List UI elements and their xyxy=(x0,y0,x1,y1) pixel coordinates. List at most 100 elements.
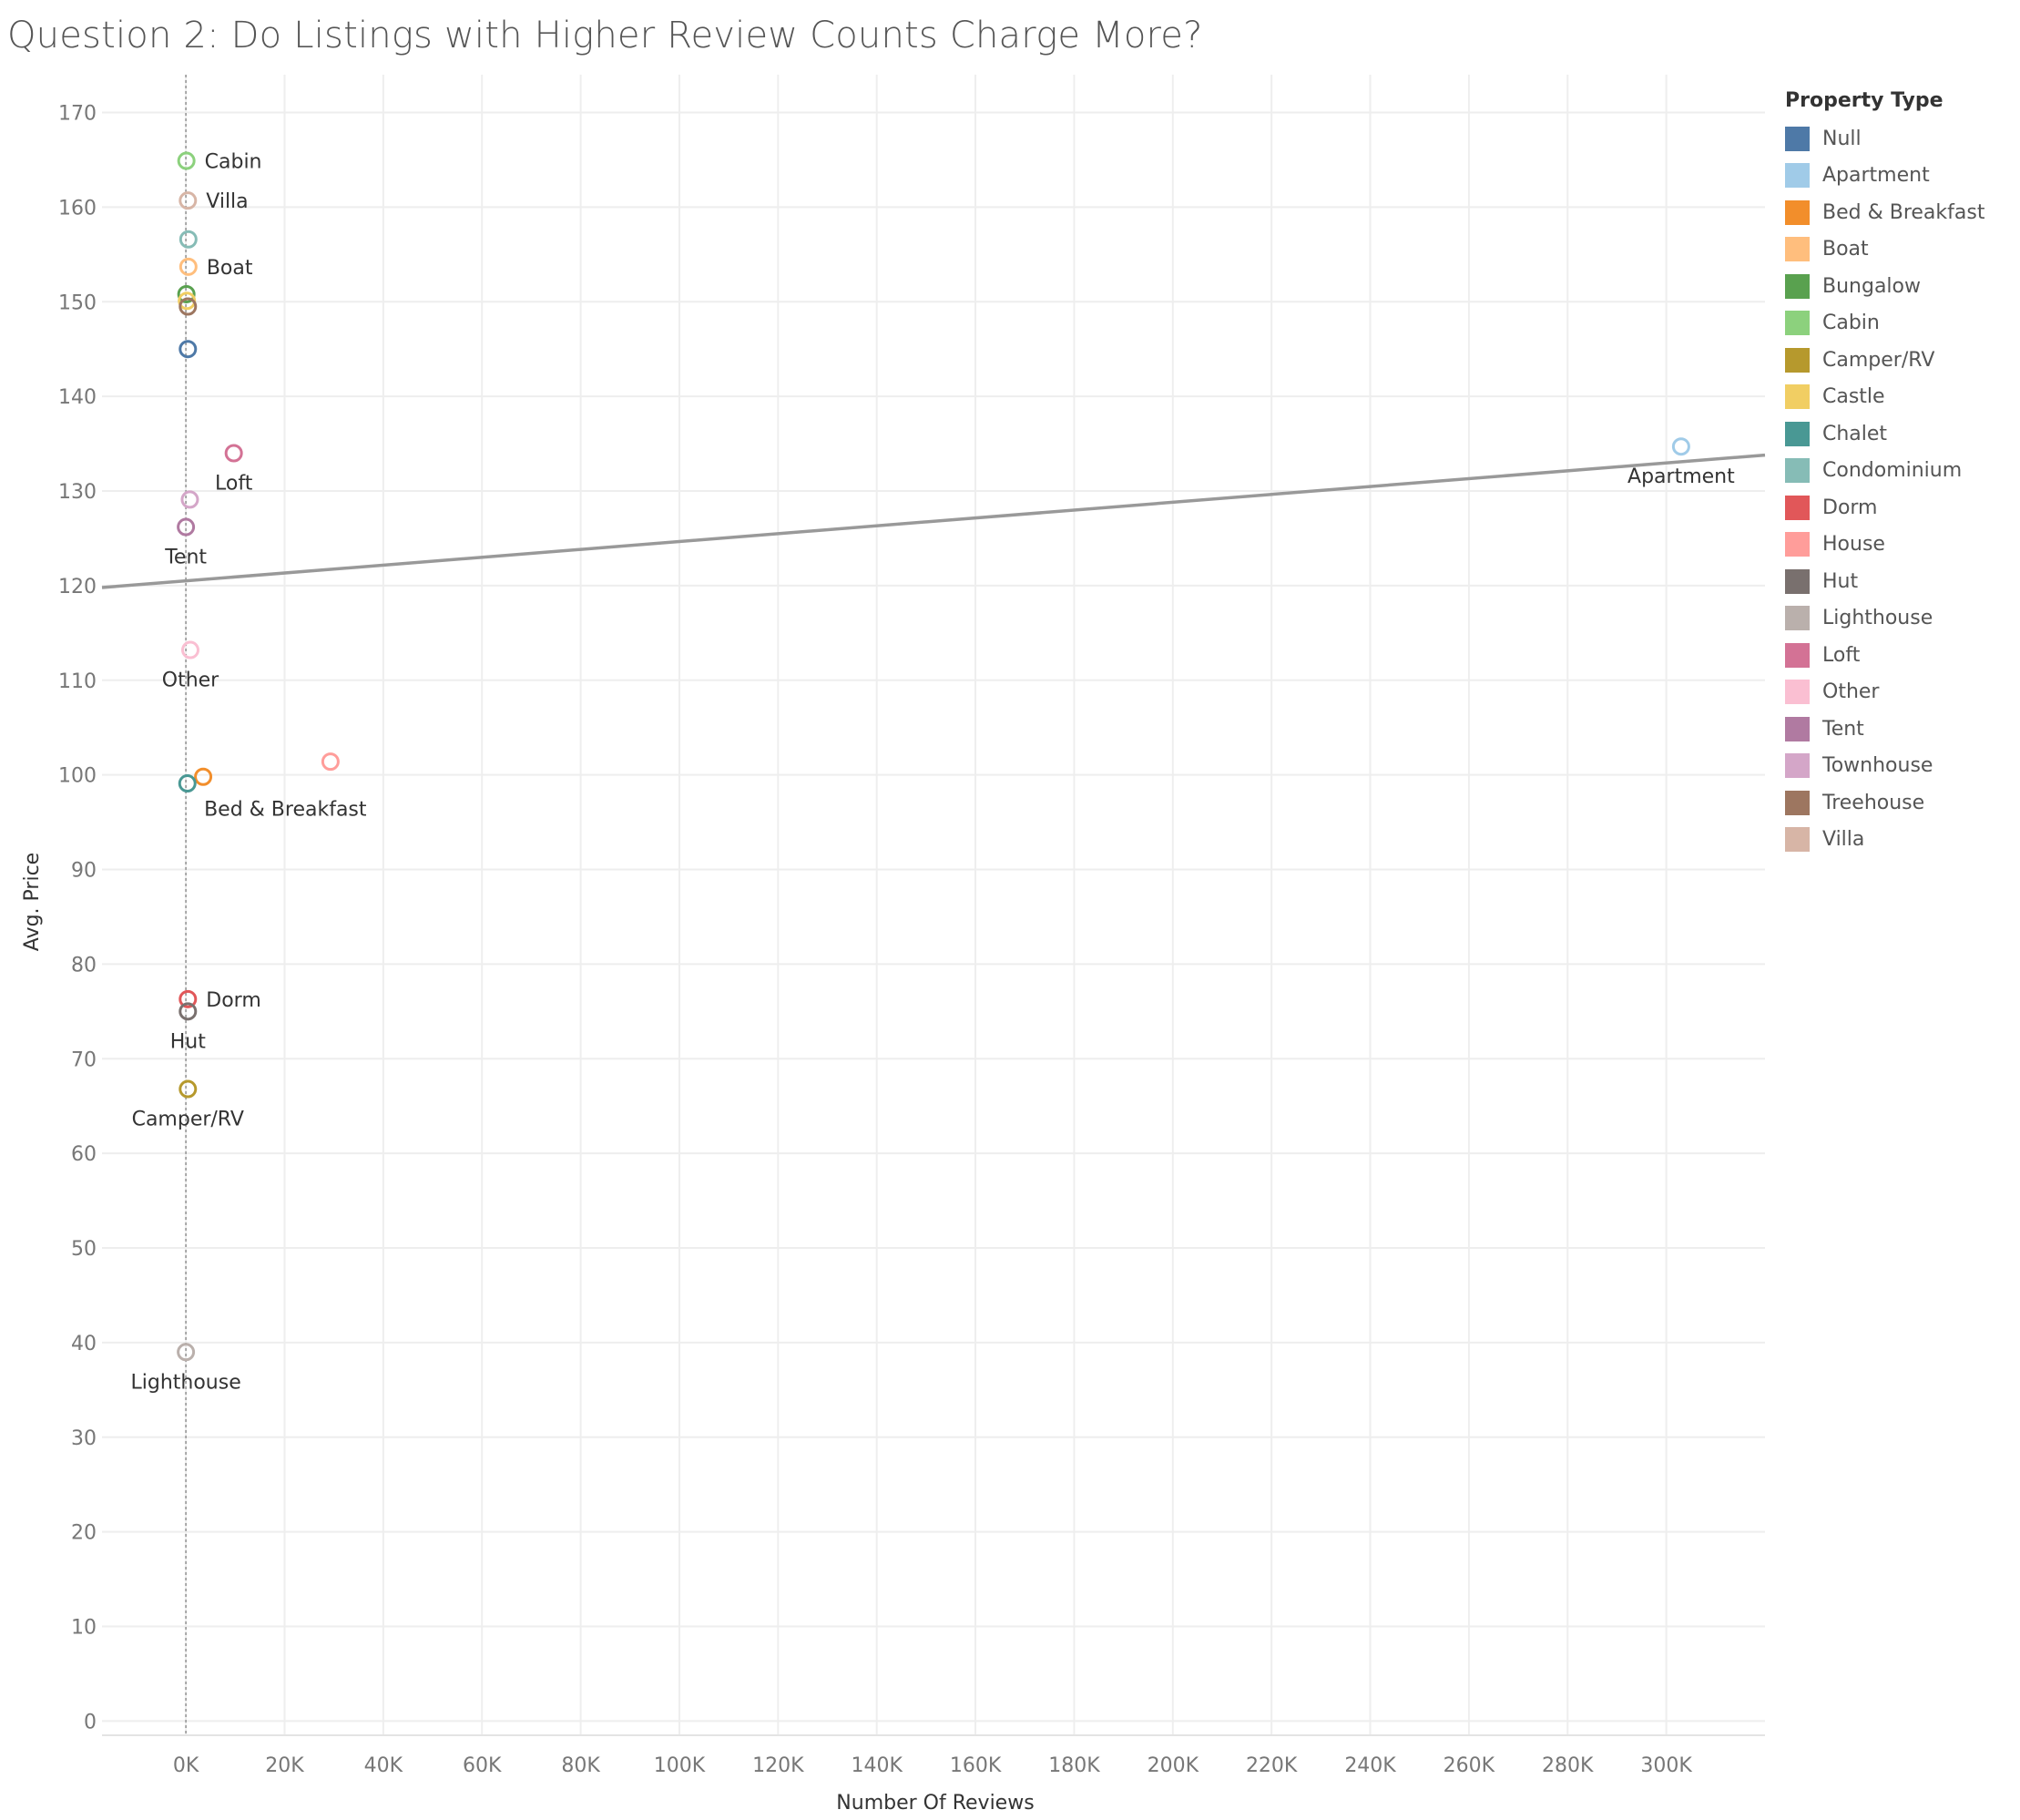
legend-item[interactable]: House xyxy=(1785,527,2013,564)
legend-item[interactable]: Castle xyxy=(1785,379,2013,416)
legend-item[interactable]: Bungalow xyxy=(1785,268,2013,305)
x-tick-label: 240K xyxy=(1344,1754,1396,1777)
legend-label: Tent xyxy=(1822,717,1864,741)
legend-item[interactable]: Apartment xyxy=(1785,158,2013,195)
x-tick-label: 280K xyxy=(1542,1754,1594,1777)
data-point-null xyxy=(179,340,198,359)
legend-title: Property Type xyxy=(1785,89,1943,112)
legend-item[interactable]: Dorm xyxy=(1785,489,2013,527)
data-label: Dorm xyxy=(206,989,261,1012)
legend-item[interactable]: Treehouse xyxy=(1785,784,2013,822)
legend-item[interactable]: Tent xyxy=(1785,711,2013,748)
legend-item[interactable]: Townhouse xyxy=(1785,748,2013,785)
x-tick-label: 260K xyxy=(1444,1754,1495,1777)
legend-item[interactable]: Bed & Breakfast xyxy=(1785,194,2013,231)
legend: Property Type Null Apartment Bed & Breakfa… xyxy=(1785,87,2013,858)
x-tick-label: 100K xyxy=(654,1754,706,1777)
legend-label: Bed & Breakfast xyxy=(1822,200,1985,224)
axes: 0 10 20 30 40 50 60 70 80 90 100 110 120 130 140 150 160… xyxy=(58,75,1765,1777)
legend-item[interactable]: Loft xyxy=(1785,637,2013,674)
data-point-treehouse xyxy=(179,297,198,316)
data-point-villa xyxy=(179,191,198,210)
data-point-camper-rv xyxy=(179,1079,198,1099)
legend-swatch xyxy=(1785,606,1810,631)
data-point-chalet xyxy=(178,774,197,793)
data-point-bed-breakfast xyxy=(194,767,213,786)
legend-label: Chalet xyxy=(1822,422,1888,445)
data-point-hut xyxy=(179,1002,198,1021)
legend-item[interactable]: Camper/RV xyxy=(1785,342,2013,379)
legend-item[interactable]: Other xyxy=(1785,674,2013,711)
legend-swatch xyxy=(1785,347,1810,373)
data-label: Lighthouse xyxy=(130,1371,240,1394)
legend-swatch xyxy=(1785,199,1810,225)
x-tick-label: 80K xyxy=(561,1754,600,1777)
data-label: Tent xyxy=(164,547,207,569)
x-tick-label: 40K xyxy=(364,1754,403,1777)
y-tick-label: 60 xyxy=(71,1143,97,1166)
legend-swatch xyxy=(1785,753,1810,779)
y-tick-label: 70 xyxy=(71,1048,97,1071)
y-tick-label: 140 xyxy=(58,386,97,409)
legend-label: Other xyxy=(1822,680,1880,704)
y-tick-label: 170 xyxy=(58,103,97,126)
legend-swatch xyxy=(1785,126,1810,151)
legend-item[interactable]: Chalet xyxy=(1785,415,2013,453)
x-tick-label: 220K xyxy=(1246,1754,1298,1777)
y-tick-label: 10 xyxy=(71,1617,97,1640)
data-point-other xyxy=(180,640,199,659)
trend-line-group xyxy=(101,453,1766,589)
data-label: Camper/RV xyxy=(132,1109,244,1131)
x-tick-label: 60K xyxy=(463,1754,502,1777)
y-axis-title: Avg. Price xyxy=(21,853,44,951)
legend-swatch xyxy=(1785,790,1810,815)
data-point-house xyxy=(321,752,340,772)
legend-label: Castle xyxy=(1822,385,1885,409)
legend-swatch xyxy=(1785,273,1810,299)
y-tick-label: 0 xyxy=(84,1711,97,1733)
data-label: Other xyxy=(162,670,219,692)
data-points xyxy=(177,151,1690,1362)
legend-label: Lighthouse xyxy=(1822,607,1933,630)
legend-item[interactable]: Condominium xyxy=(1785,453,2013,490)
legend-label: Apartment xyxy=(1822,164,1930,188)
legend-swatch xyxy=(1785,237,1810,262)
data-label: Bed & Breakfast xyxy=(204,799,367,822)
legend-swatch xyxy=(1785,716,1810,741)
legend-item[interactable]: Null xyxy=(1785,120,2013,158)
legend-item[interactable]: Boat xyxy=(1785,231,2013,269)
legend-swatch xyxy=(1785,384,1810,410)
legend-label: Boat xyxy=(1822,238,1869,261)
legend-item[interactable]: Lighthouse xyxy=(1785,600,2013,638)
data-point-condominium xyxy=(179,230,198,249)
legend-item[interactable]: Villa xyxy=(1785,822,2013,859)
x-tick-label: 0K xyxy=(173,1754,199,1777)
y-tick-label: 90 xyxy=(71,860,97,883)
legend-label: Loft xyxy=(1822,643,1861,667)
data-point-dorm xyxy=(179,989,198,1008)
legend-swatch xyxy=(1785,827,1810,853)
legend-swatch xyxy=(1785,421,1810,446)
legend-item[interactable]: Cabin xyxy=(1785,305,2013,343)
legend-label: Treehouse xyxy=(1822,791,1925,814)
legend-label: Townhouse xyxy=(1822,754,1933,778)
x-axis-title: Number Of Reviews xyxy=(836,1792,1034,1815)
chart-title: Question 2: Do Listings with Higher Revi… xyxy=(7,15,1203,56)
legend-swatch xyxy=(1785,568,1810,594)
data-point-lighthouse xyxy=(177,1343,196,1362)
x-tick-label: 200K xyxy=(1148,1754,1199,1777)
data-label: Hut xyxy=(170,1030,206,1053)
y-tick-label: 80 xyxy=(71,954,97,976)
data-point-bungalow xyxy=(177,284,196,303)
x-tick-label: 20K xyxy=(265,1754,304,1777)
data-point-apartment xyxy=(1671,437,1690,456)
legend-items: Null Apartment Bed & Breakfast Boat Bungalow… xyxy=(1785,120,2013,858)
legend-item[interactable]: Hut xyxy=(1785,563,2013,600)
y-tick-label: 130 xyxy=(58,481,97,504)
y-tick-label: 30 xyxy=(71,1427,97,1450)
data-labels: Apartment Bed & Breakfast Boat Cabin Camper/… xyxy=(130,151,1735,1395)
data-label: Boat xyxy=(207,257,253,280)
data-point-loft xyxy=(224,444,243,463)
legend-label: House xyxy=(1822,533,1885,557)
